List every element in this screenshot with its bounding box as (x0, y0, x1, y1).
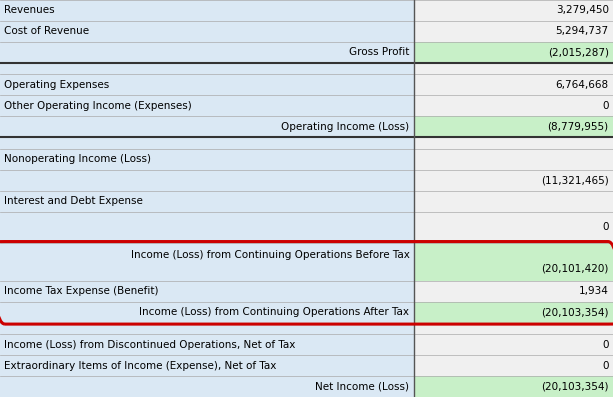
Text: Income Tax Expense (Benefit): Income Tax Expense (Benefit) (4, 286, 159, 296)
Bar (414, 63, 613, 74)
Text: Income (Loss) from Continuing Operations Before Tax: Income (Loss) from Continuing Operations… (131, 250, 409, 260)
Bar (414, 191, 613, 212)
Bar (0, 334, 414, 355)
Bar (0, 74, 414, 95)
Bar (414, 355, 613, 376)
Text: Extraordinary Items of Income (Expense), Net of Tax: Extraordinary Items of Income (Expense),… (4, 360, 276, 370)
Text: 0: 0 (602, 360, 609, 370)
Bar (0, 170, 414, 191)
Text: Operating Expenses: Operating Expenses (4, 80, 110, 90)
Text: Other Operating Income (Expenses): Other Operating Income (Expenses) (4, 101, 192, 111)
Bar (414, 42, 613, 63)
Text: Operating Income (Loss): Operating Income (Loss) (281, 122, 409, 132)
Text: Gross Profit: Gross Profit (349, 47, 409, 58)
Bar (414, 95, 613, 116)
Bar (0, 212, 414, 243)
Text: (2,015,287): (2,015,287) (547, 47, 609, 58)
Bar (414, 0, 613, 21)
Text: 0: 0 (602, 222, 609, 232)
Text: (8,779,955): (8,779,955) (547, 122, 609, 132)
Text: Nonoperating Income (Loss): Nonoperating Income (Loss) (4, 154, 151, 164)
Text: (20,103,354): (20,103,354) (541, 307, 609, 317)
Bar (0, 149, 414, 170)
Bar (0, 0, 414, 21)
Text: 0: 0 (602, 101, 609, 111)
Bar (414, 212, 613, 243)
Bar (0, 323, 414, 334)
Bar (0, 63, 414, 74)
Bar (0, 42, 414, 63)
Bar (414, 334, 613, 355)
Bar (0, 191, 414, 212)
Text: Income (Loss) from Continuing Operations After Tax: Income (Loss) from Continuing Operations… (140, 307, 409, 317)
Text: Net Income (Loss): Net Income (Loss) (316, 382, 409, 391)
Bar (414, 302, 613, 323)
Text: Revenues: Revenues (4, 6, 55, 15)
Bar (0, 376, 414, 397)
Text: 0: 0 (602, 339, 609, 350)
Bar (414, 376, 613, 397)
Bar (414, 137, 613, 149)
Bar (0, 21, 414, 42)
Bar (414, 149, 613, 170)
Bar (414, 243, 613, 281)
Bar (414, 116, 613, 137)
Text: 3,279,450: 3,279,450 (556, 6, 609, 15)
Bar (414, 281, 613, 302)
Bar (0, 137, 414, 149)
Bar (0, 95, 414, 116)
Text: 1,934: 1,934 (579, 286, 609, 296)
Text: (20,101,420): (20,101,420) (541, 264, 609, 274)
Text: Interest and Debt Expense: Interest and Debt Expense (4, 196, 143, 206)
Bar (414, 74, 613, 95)
Bar (414, 323, 613, 334)
Bar (0, 302, 414, 323)
Bar (414, 170, 613, 191)
Bar (0, 116, 414, 137)
Bar (0, 243, 414, 281)
Bar (0, 281, 414, 302)
Text: Cost of Revenue: Cost of Revenue (4, 27, 89, 37)
Text: Income (Loss) from Discontinued Operations, Net of Tax: Income (Loss) from Discontinued Operatio… (4, 339, 295, 350)
Bar (0, 355, 414, 376)
Text: 6,764,668: 6,764,668 (555, 80, 609, 90)
Text: (20,103,354): (20,103,354) (541, 382, 609, 391)
Bar (414, 21, 613, 42)
Text: (11,321,465): (11,321,465) (541, 175, 609, 185)
Text: 5,294,737: 5,294,737 (555, 27, 609, 37)
